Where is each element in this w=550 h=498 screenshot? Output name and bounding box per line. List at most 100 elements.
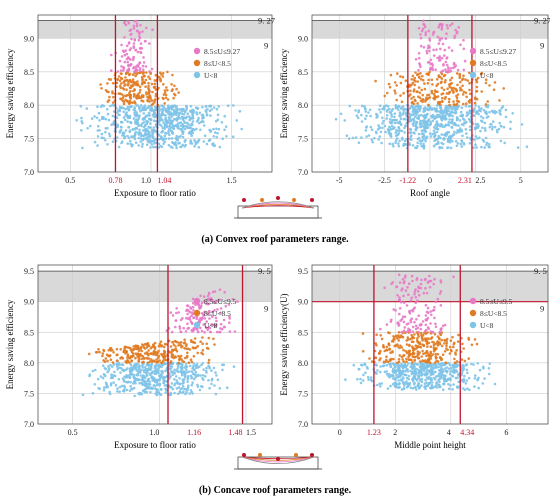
chart-0-point-orange <box>147 84 150 88</box>
chart-2-point-blue <box>155 380 159 384</box>
chart-1-point-blue <box>397 144 401 148</box>
chart-1-point-blue <box>389 134 392 137</box>
chart-2-legend-label-2: U<8 <box>204 321 218 330</box>
chart-0-point-blue <box>186 112 190 116</box>
chart-2-point-blue <box>149 373 152 377</box>
chart-3-point-blue <box>389 365 393 368</box>
chart-0-point-pink <box>120 65 123 68</box>
chart-2-point-blue <box>176 382 180 385</box>
chart-2-point-orange <box>184 344 188 348</box>
chart-1-point-blue <box>395 128 398 132</box>
chart-3-point-blue <box>451 370 455 374</box>
chart-1-point-orange <box>418 96 422 100</box>
chart-2-point-blue <box>126 381 129 384</box>
chart-2-point-orange <box>153 341 157 345</box>
chart-1-point-blue <box>415 105 418 108</box>
chart-3-point-orange <box>456 340 460 343</box>
chart-2-point-blue <box>112 381 115 384</box>
chart-0-point-blue <box>149 146 152 149</box>
chart-1-point-orange <box>458 76 462 79</box>
chart-1-point-blue <box>450 118 454 121</box>
chart-1-point-blue <box>430 108 434 111</box>
chart-2-point-pink <box>236 300 239 303</box>
chart-3-point-blue <box>409 365 413 369</box>
chart-3-point-orange <box>385 358 388 362</box>
chart-1-point-blue <box>376 113 379 117</box>
chart-0-point-pink <box>122 66 125 69</box>
chart-1-y-tick-label-0: 7.0 <box>298 168 308 177</box>
chart-3-point-blue <box>465 368 469 372</box>
chart-3-point-orange <box>470 343 474 347</box>
chart-1-point-blue <box>426 126 430 129</box>
chart-2-point-orange <box>119 348 122 351</box>
chart-2-point-pink <box>207 302 211 306</box>
chart-1-point-blue <box>449 136 452 140</box>
chart-1-point-blue <box>421 125 424 128</box>
chart-0-point-blue <box>108 134 112 138</box>
chart-3-point-orange <box>441 353 445 357</box>
chart-0-point-orange <box>107 77 111 81</box>
chart-1-point-orange <box>395 98 399 102</box>
chart-3-point-pink <box>416 290 420 293</box>
chart-1-point-blue <box>493 125 497 129</box>
chart-0-point-blue <box>213 144 217 147</box>
chart-1-point-blue <box>392 144 395 148</box>
chart-0-point-orange <box>177 91 180 94</box>
chart-2-point-blue <box>129 385 132 388</box>
chart-1-point-blue <box>437 113 441 117</box>
chart-3-point-blue <box>386 387 390 390</box>
chart-1-point-blue <box>435 142 439 146</box>
chart-2-point-blue <box>142 374 146 378</box>
chart-3-point-pink <box>397 323 401 326</box>
chart-3-point-orange <box>436 340 440 344</box>
chart-2-point-orange <box>177 361 181 365</box>
chart-1-point-orange <box>386 91 389 95</box>
chart-2-point-pink <box>228 330 232 333</box>
chart-0-point-blue <box>151 136 155 140</box>
chart-3-point-orange <box>411 361 414 364</box>
chart-2-point-blue <box>193 368 196 372</box>
chart-2-point-orange <box>196 351 199 355</box>
chart-0-point-blue <box>90 117 94 120</box>
chart-0-point-blue <box>185 108 188 112</box>
chart-1-point-blue <box>420 119 424 123</box>
chart-3-point-orange <box>388 331 391 335</box>
chart-0-point-orange <box>124 98 127 102</box>
chart-0-point-blue <box>231 135 235 138</box>
chart-3-point-blue <box>418 371 422 374</box>
chart-3-point-blue <box>424 366 427 370</box>
chart-3-x-tick-label-5: 6 <box>504 428 508 437</box>
chart-0-point-blue <box>209 104 212 108</box>
chart-0-point-blue <box>220 121 224 124</box>
chart-2-point-blue <box>171 373 175 377</box>
chart-1-point-pink <box>457 26 461 29</box>
chart-2-point-blue <box>194 371 198 374</box>
chart-1-point-orange <box>475 80 479 84</box>
chart-0-point-blue <box>163 123 167 127</box>
chart-2-point-pink <box>192 309 195 312</box>
chart-2-point-pink <box>219 307 223 310</box>
chart-1-point-pink <box>449 67 453 70</box>
chart-1-point-blue <box>373 136 376 140</box>
chart-1-point-blue <box>374 130 378 134</box>
chart-0-series-pink <box>110 19 154 73</box>
chart-3-point-pink <box>410 296 414 300</box>
chart-0-point-pink <box>138 47 142 50</box>
chart-1-point-orange <box>469 98 472 102</box>
chart-0-point-blue <box>118 129 122 133</box>
chart-1-point-pink <box>446 26 450 30</box>
chart-3-point-blue <box>442 382 445 386</box>
chart-3-point-orange <box>421 359 424 362</box>
chart-0-point-blue <box>195 120 199 123</box>
chart-1-point-blue <box>385 104 388 107</box>
chart-3-point-pink <box>405 304 409 307</box>
chart-3-point-blue <box>448 363 452 367</box>
chart-3-point-blue <box>456 376 459 380</box>
chart-0-point-blue <box>152 126 156 129</box>
chart-1-x-tick-label-6: 5 <box>519 176 523 185</box>
chart-2-point-orange <box>173 348 177 352</box>
chart-2-point-blue <box>108 367 111 370</box>
chart-2-point-orange <box>160 361 163 365</box>
chart-3-point-blue <box>437 383 441 387</box>
chart-1-point-blue <box>422 107 426 110</box>
